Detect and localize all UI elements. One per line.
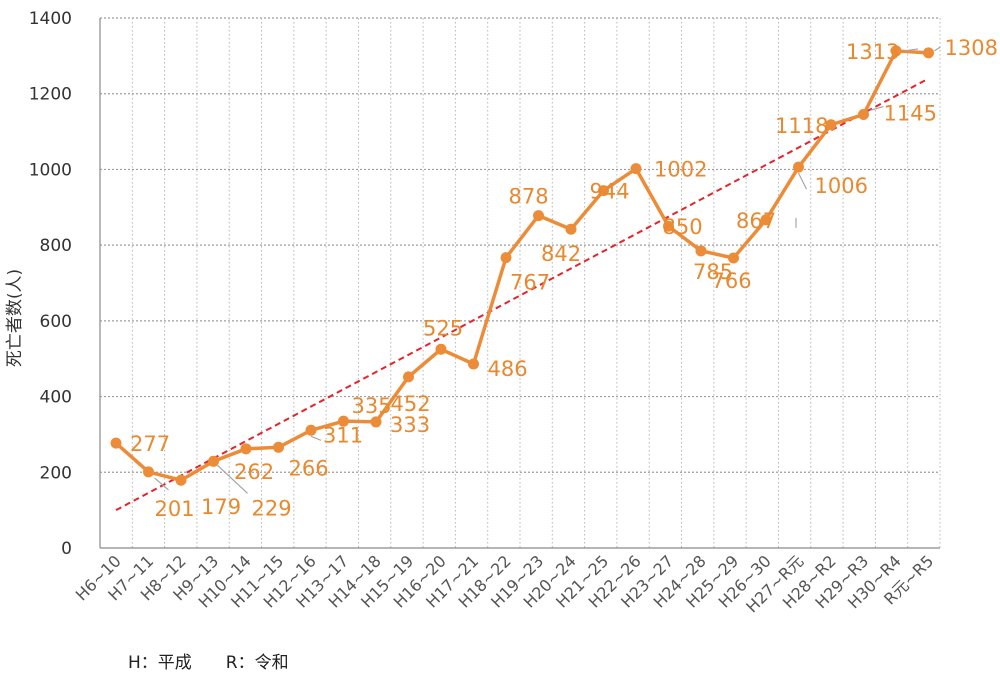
data-label: 842 [541,242,581,266]
data-label: 878 [509,185,549,209]
data-point [110,437,122,449]
data-label: 766 [712,269,752,293]
data-point [760,214,772,226]
label-leader-lines [154,46,941,494]
label-leader-line [869,105,884,112]
y-tick-label: 1200 [29,85,72,105]
data-label: 525 [423,316,463,340]
data-label: 785 [693,260,733,284]
data-point [403,371,414,383]
data-point [923,47,934,59]
data-label: 486 [488,357,528,381]
y-tick-label: 0 [61,539,72,559]
data-label: 262 [234,460,274,484]
data-label: 311 [323,423,363,447]
data-label: 1145 [884,102,937,126]
data-label: 179 [201,495,241,519]
data-label: 277 [130,432,170,456]
data-point [533,210,544,222]
data-point [630,163,642,175]
data-label: 1308 [945,36,998,60]
data-point [208,455,219,467]
label-leader-line [154,477,169,491]
data-point [695,245,707,257]
y-axis-label: 死亡者数(人) [5,269,25,367]
label-leader-line [217,464,248,494]
data-label: 1118 [775,114,828,138]
data-label: 229 [252,496,292,520]
label-leader-line [797,172,808,190]
abbreviation-note: H：平成 R：令和 [128,653,289,673]
y-tick-label: 400 [40,388,72,408]
y-tick-label: 1000 [29,160,72,180]
label-leader-line [903,48,919,52]
data-point [793,161,804,173]
label-leader-line [310,435,322,441]
trendline [115,77,929,512]
data-point [240,443,252,455]
data-label: 333 [390,413,430,437]
data-label: 201 [155,497,195,521]
data-point [370,416,382,428]
data-label: 867 [736,209,776,233]
trendline-dashed [115,77,929,512]
data-point [175,474,187,486]
data-label: 1006 [815,174,868,198]
data-label: 767 [510,271,550,295]
data-label: 452 [391,392,431,416]
data-label: 944 [590,180,630,204]
y-axis: 0 200 400 600 800 1000 1200 1400 [29,9,940,559]
y-tick-label: 1400 [29,9,72,29]
data-point [273,441,284,453]
data-label: 335 [352,394,392,418]
y-tick-label: 200 [40,463,72,483]
data-label: 1002 [654,158,707,182]
series-line [110,45,934,486]
data-point [598,185,609,197]
y-tick-label: 600 [40,312,72,332]
data-point [728,252,739,264]
data-point [143,466,154,478]
data-point [858,109,869,121]
data-point [825,119,837,131]
y-tick-label: 800 [40,236,72,256]
data-point [565,223,577,235]
data-label: 850 [663,215,703,239]
data-point [338,415,349,427]
x-axis: H6~10H7~11H8~12H9~13H10~14H11~15H12~16H1… [72,551,938,616]
gridlines [99,17,941,548]
data-point [305,424,317,436]
data-point [663,220,674,232]
data-point [500,252,512,264]
data-point [890,45,902,57]
data-label: 1313 [846,40,899,64]
data-label: 266 [289,456,329,480]
data-point [435,343,447,355]
label-leader-line [934,46,941,52]
data-point [468,358,479,370]
